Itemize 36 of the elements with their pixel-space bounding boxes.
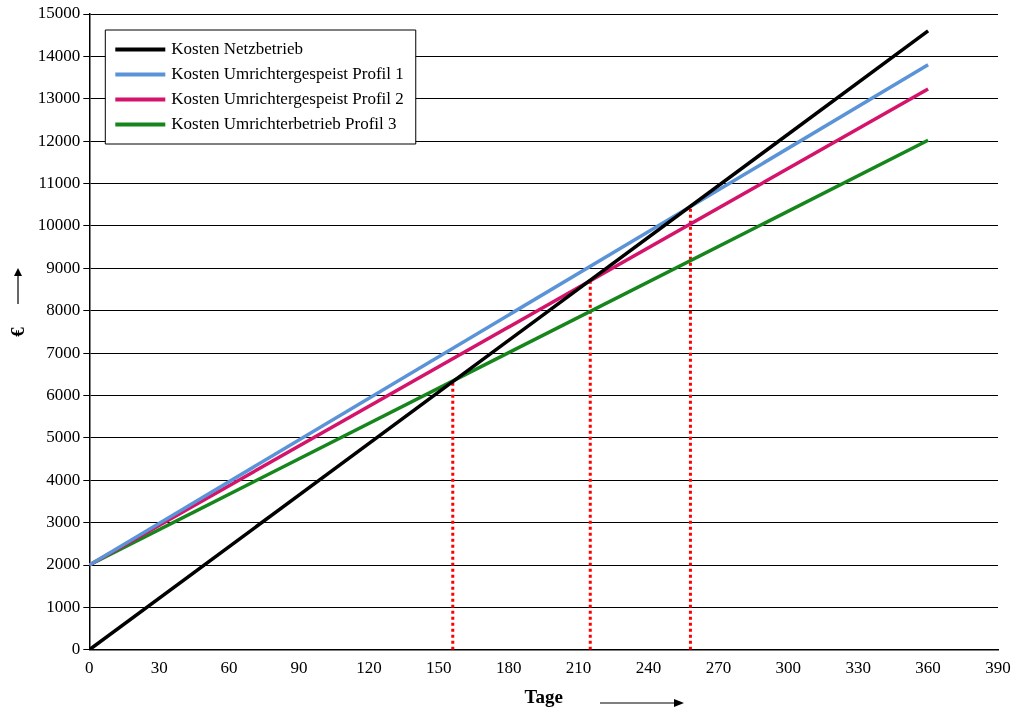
x-tick-label: 60 — [220, 658, 238, 678]
x-tick-label: 90 — [290, 658, 308, 678]
legend-label: Kosten Netzbetrieb — [171, 38, 303, 58]
y-tick-label: 15000 — [37, 3, 81, 23]
y-tick-label: 6000 — [46, 384, 81, 404]
y-tick-label: 12000 — [37, 130, 81, 150]
y-tick-label: 5000 — [46, 427, 81, 447]
y-tick-label: 1000 — [46, 596, 81, 616]
x-tick-label: 210 — [565, 658, 592, 678]
y-tick-label: 3000 — [46, 512, 81, 532]
y-tick-label: 10000 — [37, 215, 81, 235]
x-tick-label: 330 — [845, 658, 871, 678]
x-tick-label: 360 — [915, 658, 941, 678]
x-tick-label: 240 — [635, 658, 662, 678]
x-axis-title: Tage — [524, 685, 563, 707]
x-tick-label: 120 — [356, 658, 382, 678]
legend-label: Kosten Umrichterbetrieb Profil 3 — [171, 113, 397, 133]
y-tick-label: 9000 — [46, 257, 81, 277]
x-tick-label: 300 — [775, 658, 802, 678]
x-tick-label: 30 — [150, 658, 168, 678]
y-tick-label: 11000 — [38, 173, 81, 193]
legend-label: Kosten Umrichtergespeist Profil 1 — [171, 63, 404, 83]
x-tick-label: 180 — [495, 658, 522, 678]
x-tick-label: 0 — [85, 658, 94, 678]
y-tick-label: 14000 — [37, 45, 81, 65]
y-tick-label: 13000 — [37, 88, 81, 108]
x-tick-label: 390 — [985, 658, 1011, 678]
y-tick-label: 0 — [71, 639, 81, 659]
x-tick-label: 270 — [705, 658, 732, 678]
legend-label: Kosten Umrichtergespeist Profil 2 — [171, 88, 404, 108]
x-tick-label: 150 — [426, 658, 452, 678]
y-tick-label: 7000 — [46, 342, 81, 362]
y-axis-title: € — [7, 326, 29, 337]
y-tick-label: 8000 — [46, 300, 81, 320]
y-tick-label: 4000 — [46, 469, 81, 489]
y-tick-label: 2000 — [46, 554, 81, 574]
